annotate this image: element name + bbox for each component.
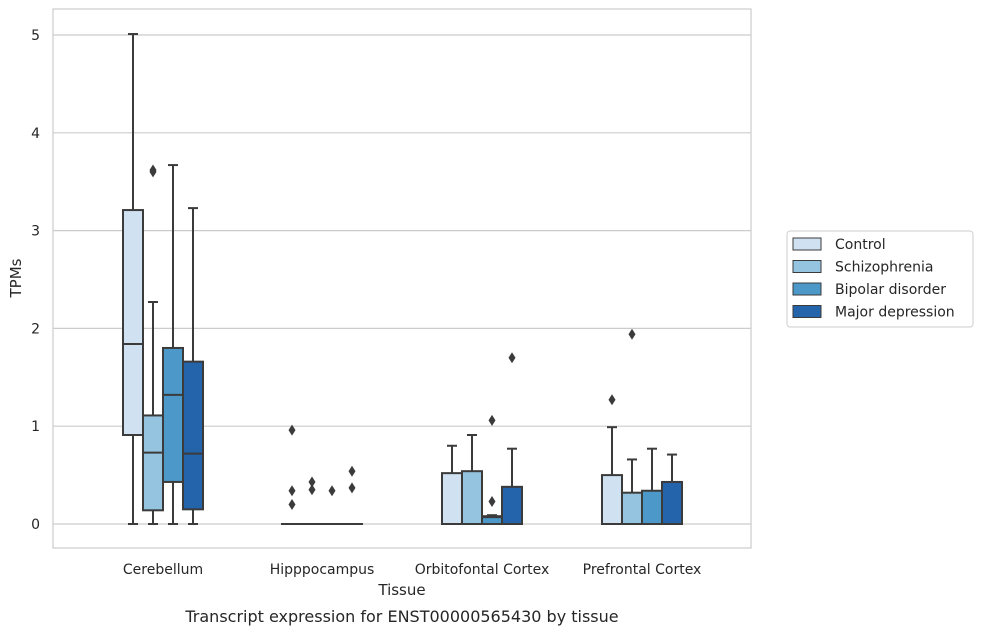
box-schizophrenia [143,164,163,524]
legend-swatch [793,261,821,273]
box-body [442,473,462,524]
y-axis-label: TPMs [7,258,25,298]
x-tick-label: Prefrontal Cortex [583,562,702,578]
box-bipolar-disorder [482,415,502,524]
outlier-point [289,499,296,510]
y-tick-label: 3 [31,224,40,240]
outlier-point [289,485,296,496]
legend-swatch [793,238,821,250]
box-body [602,475,622,524]
outlier-point [349,482,356,493]
box-body [163,348,183,482]
box-body [642,491,662,524]
legend-swatch [793,306,821,318]
box-bipolar-disorder [642,449,662,524]
box-layer [123,34,682,524]
outlier-point [329,485,336,496]
y-tick-label: 0 [31,517,40,533]
x-axis-label: Tissue [377,581,425,599]
box-body [462,471,482,524]
box-body [502,487,522,524]
box-control [602,394,622,524]
legend-label: Schizophrenia [835,260,933,276]
box-bipolar-disorder [163,165,183,524]
legend-label: Control [835,237,886,253]
x-tick-label: Hipppocampus [270,562,375,578]
legend-swatch [793,283,821,295]
x-tick-label: Orbitofontal Cortex [415,562,550,578]
box-control [123,34,143,524]
y-tick-label: 5 [31,28,40,44]
box-body [123,210,143,435]
box-major-depression [342,466,362,524]
outlier-point [509,352,516,363]
box-major-depression [502,352,522,524]
y-tick-label: 4 [31,126,40,142]
legend-label: Bipolar disorder [835,282,946,298]
box-bipolar-disorder [322,485,342,524]
outlier-point [609,394,616,405]
box-body [662,482,682,524]
box-body [622,493,642,524]
outlier-point [309,476,316,487]
box-major-depression [183,208,203,524]
box-major-depression [662,455,682,524]
box-schizophrenia [462,435,482,524]
box-body [183,362,203,510]
y-tick-label: 2 [31,321,40,337]
outlier-point [489,415,496,426]
outlier-point [629,329,636,340]
outlier-point [489,496,496,507]
outlier-point [150,164,157,175]
outlier-point [349,466,356,477]
box-schizophrenia [302,476,322,524]
x-tick-label: Cerebellum [123,562,203,578]
y-tick-label: 1 [31,419,40,435]
legend: Control Schizophrenia Bipolar disorder Majo… [787,231,973,327]
box-control [442,446,462,524]
legend-label: Major depression [835,305,955,321]
box-control [282,425,302,524]
chart-caption: Transcript expression for ENST0000056543… [184,607,618,626]
box-body [143,415,163,510]
